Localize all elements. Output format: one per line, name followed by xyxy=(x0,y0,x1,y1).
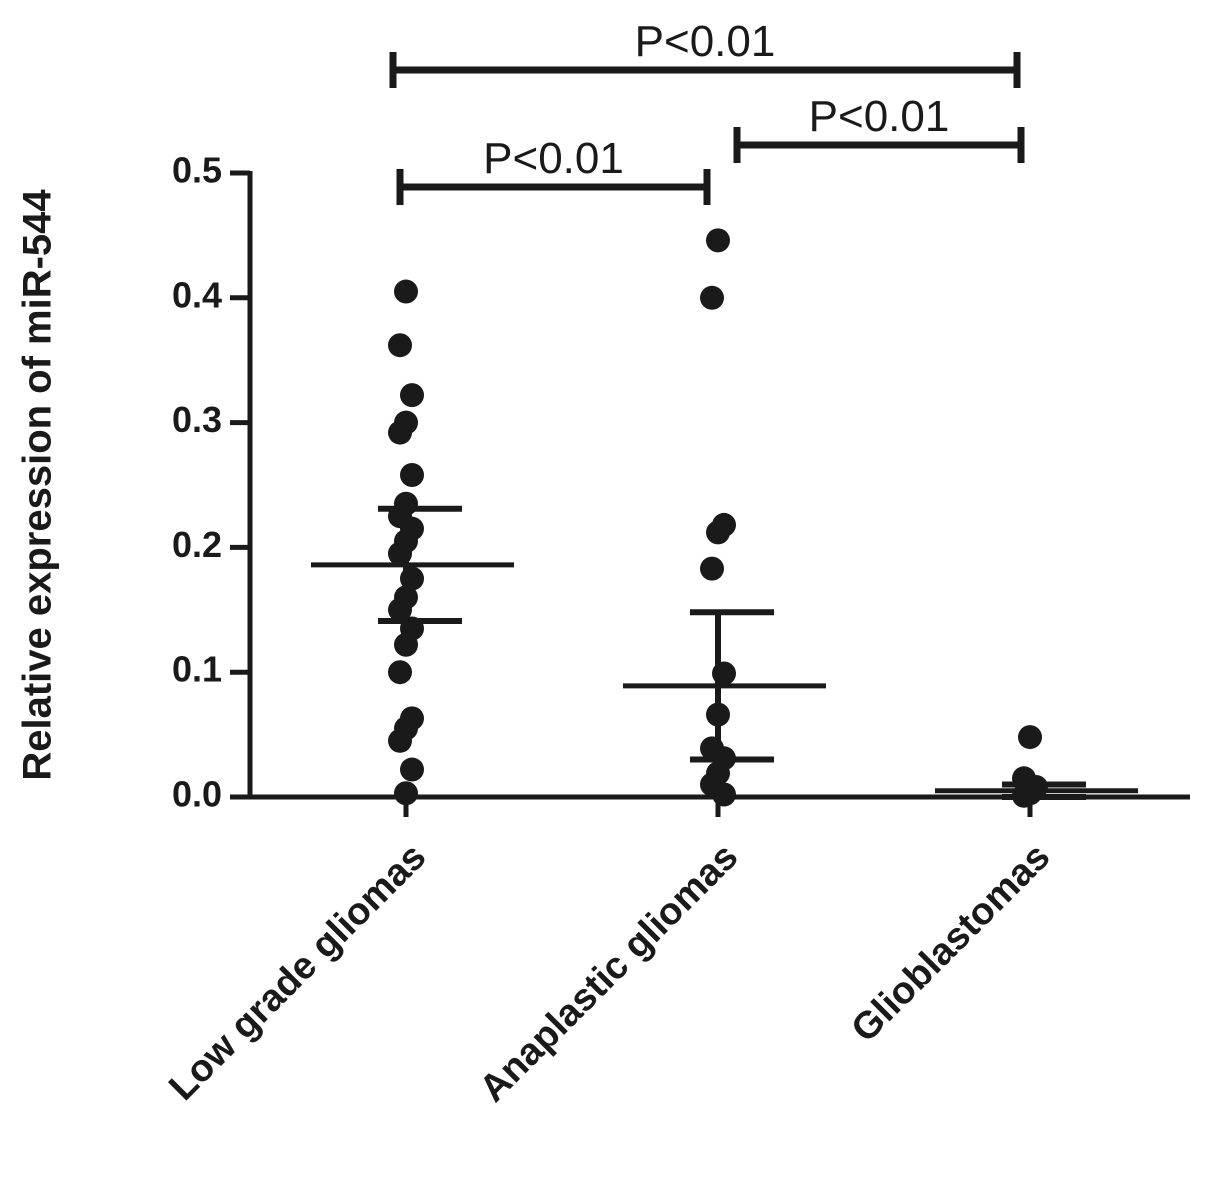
data-point xyxy=(400,463,424,488)
data-point xyxy=(394,279,418,304)
significance-label: P<0.01 xyxy=(483,134,624,183)
data-point xyxy=(712,782,736,807)
x-tick-label: Glioblastomas xyxy=(844,836,1059,1051)
data-point xyxy=(388,333,412,358)
data-point xyxy=(1018,725,1042,750)
y-tick-label: 0.3 xyxy=(172,399,222,440)
data-point xyxy=(394,632,418,657)
data-point xyxy=(700,285,724,310)
x-tick-label: Low grade gliomas xyxy=(161,836,434,1109)
data-point xyxy=(388,660,412,685)
y-tick-label: 0.5 xyxy=(172,150,222,191)
data-point xyxy=(706,228,730,253)
x-tick-label: Anaplastic gliomas xyxy=(472,836,747,1111)
y-axis-label: Relative expression of miR-544 xyxy=(16,189,60,781)
significance-label: P<0.01 xyxy=(809,92,950,141)
data-point xyxy=(706,520,730,545)
y-tick-label: 0.2 xyxy=(172,524,222,565)
data-point xyxy=(400,757,424,782)
y-tick-label: 0.1 xyxy=(172,649,222,690)
data-point xyxy=(394,781,418,806)
data-point xyxy=(388,728,412,753)
significance-label: P<0.01 xyxy=(635,17,776,66)
data-point xyxy=(400,383,424,408)
data-point xyxy=(388,420,412,445)
data-point xyxy=(700,556,724,581)
y-tick-label: 0.0 xyxy=(172,774,222,815)
y-tick-label: 0.4 xyxy=(172,274,222,315)
